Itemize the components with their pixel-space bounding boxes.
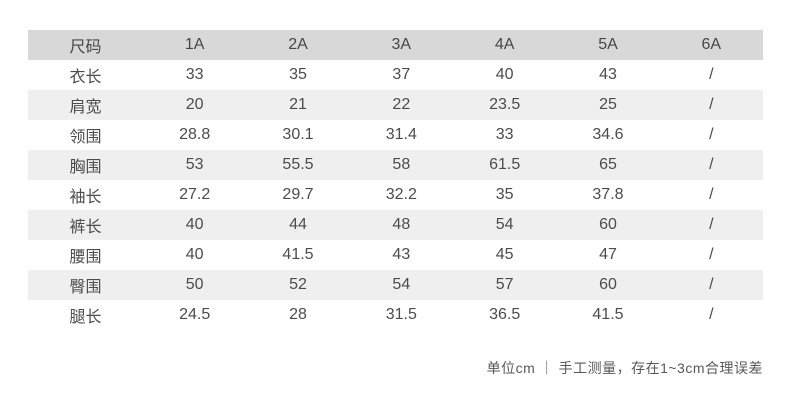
cell-value: 65: [599, 156, 617, 173]
row-label: 腰围: [69, 249, 102, 266]
row-label: 腿长: [69, 309, 102, 326]
table-row: 裤长 40 44 48 54 60 /: [28, 210, 763, 240]
cell-value: 27.2: [179, 186, 211, 203]
cell-value: 20: [185, 96, 204, 113]
table-row: 衣长 33 35 37 40 43 /: [28, 60, 763, 90]
cell-value: 58: [392, 156, 411, 173]
column-header-size-1a: 1A: [184, 36, 205, 53]
cell-value: 45: [495, 246, 514, 263]
cell-value: 60: [599, 216, 617, 233]
cell-value: 25: [599, 96, 617, 113]
cell-value: 33: [185, 66, 204, 83]
column-header-size-6a: 6A: [701, 36, 722, 53]
column-header-size-5a: 5A: [598, 36, 618, 53]
row-label: 肩宽: [69, 99, 102, 116]
cell-value: /: [709, 186, 714, 203]
cell-value: /: [709, 96, 714, 113]
cell-value: 34.6: [592, 126, 624, 143]
table-row: 领围 28.8 30.1 31.4 33 34.6 /: [28, 120, 763, 150]
cell-value: /: [709, 246, 714, 263]
row-label: 臀围: [69, 279, 102, 296]
cell-value: 23.5: [489, 96, 521, 113]
cell-value: 41.5: [592, 306, 624, 323]
cell-value: 32.2: [385, 186, 417, 203]
cell-value: 36.5: [489, 306, 521, 323]
cell-value: 40: [185, 216, 204, 233]
cell-value: 40: [185, 246, 204, 263]
cell-value: 57: [495, 276, 514, 293]
cell-value: 60: [599, 276, 617, 293]
cell-value: 31.4: [385, 126, 417, 143]
column-header-size-4a: 4A: [494, 36, 515, 53]
table-row: 袖长 27.2 29.7 32.2 35 37.8 /: [28, 180, 763, 210]
cell-value: 24.5: [179, 306, 211, 323]
cell-value: 30.1: [282, 126, 314, 143]
cell-value: 50: [185, 276, 204, 293]
cell-value: 35: [495, 186, 514, 203]
size-chart-table: 尺码 1A 2A 3A 4A 5A 6A 衣长 33 35 37 40 43 / 肩宽 20 21 22 23.5…: [28, 30, 763, 330]
cell-value: 35: [289, 66, 307, 83]
cell-value: 53: [185, 156, 204, 173]
cell-value: /: [709, 126, 714, 143]
cell-value: 29.7: [282, 186, 314, 203]
column-header-size-3a: 3A: [391, 36, 412, 53]
cell-value: 52: [289, 276, 307, 293]
column-header-label: 尺码: [69, 39, 102, 56]
cell-value: /: [709, 216, 714, 233]
measurement-note: 单位cm ｜ 手工测量，存在1~3cm合理误差: [486, 360, 763, 376]
table-row: 胸围 53 55.5 58 61.5 65 /: [28, 150, 763, 180]
row-label: 胸围: [69, 159, 102, 176]
cell-value: 43: [392, 246, 411, 263]
cell-value: 54: [495, 216, 514, 233]
table-row: 腰围 40 41.5 43 45 47 /: [28, 240, 763, 270]
cell-value: /: [709, 156, 714, 173]
cell-value: /: [709, 276, 714, 293]
cell-value: 40: [495, 66, 514, 83]
row-label: 袖长: [69, 189, 102, 206]
cell-value: 21: [289, 96, 307, 113]
cell-value: 55.5: [282, 156, 314, 173]
cell-value: 37.8: [592, 186, 624, 203]
cell-value: 41.5: [282, 246, 314, 263]
column-header-size-2a: 2A: [288, 36, 308, 53]
cell-value: 61.5: [489, 156, 521, 173]
cell-value: 33: [495, 126, 514, 143]
cell-value: 48: [392, 216, 411, 233]
cell-value: 37: [392, 66, 411, 83]
row-label: 衣长: [69, 69, 102, 86]
cell-value: 43: [599, 66, 617, 83]
row-label: 领围: [69, 129, 102, 146]
cell-value: 54: [392, 276, 411, 293]
cell-value: /: [709, 66, 714, 83]
row-label: 裤长: [69, 219, 102, 236]
cell-value: 47: [599, 246, 617, 263]
cell-value: 28.8: [179, 126, 211, 143]
cell-value: /: [709, 306, 714, 323]
cell-value: 44: [289, 216, 307, 233]
table-row: 腿长 24.5 28 31.5 36.5 41.5 /: [28, 300, 763, 330]
cell-value: 28: [289, 306, 307, 323]
header-row: 尺码 1A 2A 3A 4A 5A 6A: [28, 30, 763, 60]
cell-value: 31.5: [385, 306, 417, 323]
table-row: 臀围 50 52 54 57 60 /: [28, 270, 763, 300]
table-row: 肩宽 20 21 22 23.5 25 /: [28, 90, 763, 120]
cell-value: 22: [392, 96, 411, 113]
